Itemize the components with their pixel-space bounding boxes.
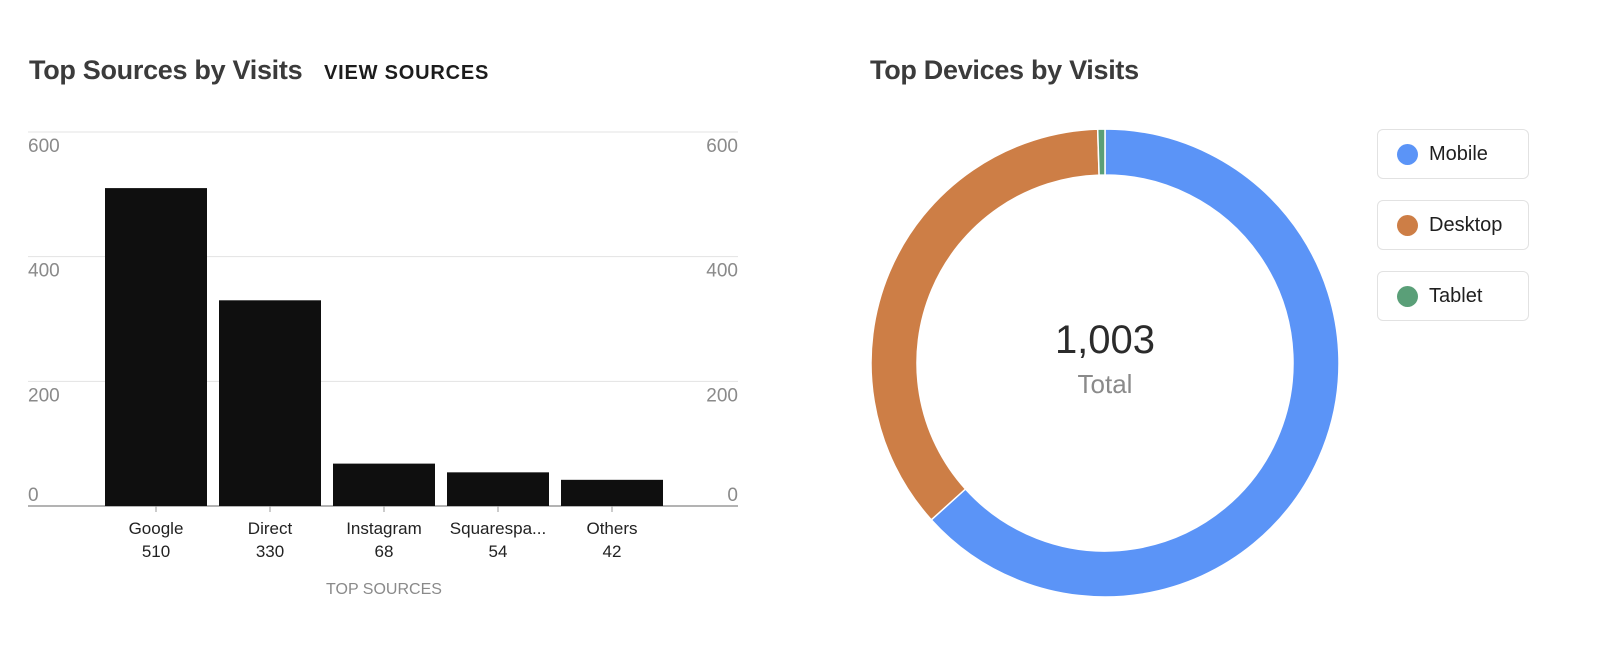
bar-value-label: 510 [142,542,170,561]
y-tick-label-left: 0 [28,485,39,506]
x-category-label: Others [586,519,637,538]
y-tick-label-left: 200 [28,385,60,406]
donut-slice-mobile[interactable] [930,128,1340,598]
legend-item-tablet[interactable]: Tablet [1377,271,1529,321]
devices-donut-chart: 1,003 Total [870,128,1340,598]
bar-google[interactable] [105,188,207,506]
bar-others[interactable] [561,479,663,506]
devices-panel-title: Top Devices by Visits [870,55,1139,85]
x-axis-labels: Google 510 Direct 330 Instagram 68 Squarespa..… [129,506,638,561]
x-category-label: Google [129,519,184,538]
y-tick-label-right: 400 [706,261,738,282]
bar-value-label: 42 [603,542,622,561]
bar-instagram[interactable] [333,463,435,506]
y-tick-label-left: 600 [28,136,60,157]
bar-squarespa[interactable] [447,472,549,506]
legend-label: Tablet [1429,284,1483,307]
legend-dot [1397,143,1418,165]
donut-slice-tablet[interactable] [1096,128,1106,176]
legend-label: Desktop [1429,213,1503,236]
x-category-label: Direct [248,519,293,538]
y-tick-label-right: 0 [727,485,738,506]
y-tick-label-left: 400 [28,261,60,282]
donut-total-label: Total [1078,369,1133,399]
sources-bar-chart: 0 200 400 600 0 200 400 600 Google 510 Direct 330… [28,131,738,598]
y-tick-label-right: 600 [706,136,738,157]
bar-value-label: 68 [375,542,394,561]
y-tick-label-right: 200 [706,385,738,406]
y-axis-left: 0 200 400 600 [28,136,60,506]
bar-value-label: 54 [489,542,508,561]
bar-series [105,188,663,506]
x-axis-title: TOP SOURCES [326,581,442,598]
legend-label: Mobile [1429,142,1488,165]
x-category-label: Squarespa... [450,519,546,538]
donut-total-value: 1,003 [1055,318,1155,362]
x-category-label: Instagram [346,519,422,538]
legend-dot [1397,214,1418,236]
y-axis-right: 0 200 400 600 [706,136,738,506]
bar-value-label: 330 [256,542,284,561]
sources-panel-title: Top Sources by Visits [29,55,303,85]
donut-slices [870,128,1340,598]
bar-direct[interactable] [219,300,321,506]
legend-item-mobile[interactable]: Mobile [1377,129,1529,179]
view-sources-link[interactable]: VIEW SOURCES [324,62,490,84]
legend-item-desktop[interactable]: Desktop [1377,200,1529,250]
legend-dot [1397,285,1418,307]
